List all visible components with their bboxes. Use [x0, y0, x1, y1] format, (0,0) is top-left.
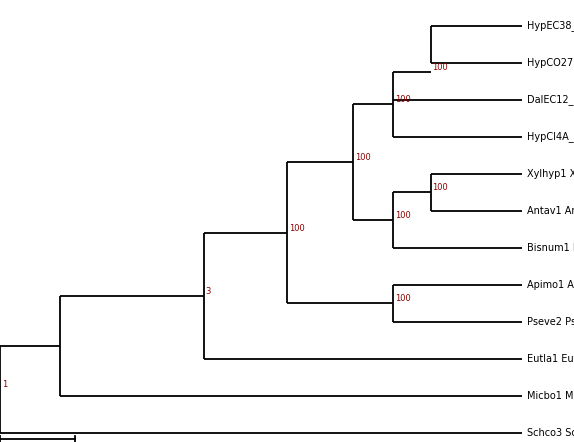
Text: 100: 100 — [432, 183, 448, 192]
Text: Pseve2 Pseudomassariella vexata CBS 129021 v1.0: Pseve2 Pseudomassariella vexata CBS 1290… — [527, 317, 574, 327]
Text: DalEC12_1 Daldinia eschscholzii EC12 v1.0: DalEC12_1 Daldinia eschscholzii EC12 v1.… — [527, 95, 574, 105]
Text: Bisnum1 Biscogniauxia nummularia v1.0: Bisnum1 Biscogniauxia nummularia v1.0 — [527, 243, 574, 253]
Text: 100: 100 — [395, 95, 410, 104]
Text: Eutla1 Eutypa lata UCREL1: Eutla1 Eutypa lata UCREL1 — [527, 354, 574, 364]
Text: HypCI4A_1 Hypoxylon sp. CI-4A v1.0: HypCI4A_1 Hypoxylon sp. CI-4A v1.0 — [527, 131, 574, 142]
Text: 100: 100 — [395, 211, 410, 220]
Text: 3: 3 — [205, 287, 211, 296]
Text: HypCO275_1 Hypoxylon sp. CO27-5 v1.0: HypCO275_1 Hypoxylon sp. CO27-5 v1.0 — [527, 57, 574, 69]
Text: 100: 100 — [395, 294, 410, 303]
Text: Xylhyp1 Xylaria hypoxylon OSC100004 v1.0: Xylhyp1 Xylaria hypoxylon OSC100004 v1.0 — [527, 169, 574, 179]
Text: 100: 100 — [355, 153, 370, 162]
Text: Apimo1 Apiospora montagnei NRRL 25634 v1.0: Apimo1 Apiospora montagnei NRRL 25634 v1… — [527, 280, 574, 290]
Text: Micbo1 Microdochium bolleyi J235TASD1 v1.0: Micbo1 Microdochium bolleyi J235TASD1 v1… — [527, 391, 574, 401]
Text: 1: 1 — [2, 380, 7, 389]
Text: 100: 100 — [289, 224, 304, 233]
Text: Antav1 Anthostoma avocetta NRRL 3190 v1.0: Antav1 Anthostoma avocetta NRRL 3190 v1.… — [527, 206, 574, 216]
Text: HypEC38_3 Hypoxylon sp. EC38 v3.0: HypEC38_3 Hypoxylon sp. EC38 v3.0 — [527, 20, 574, 31]
Text: 100: 100 — [432, 63, 448, 72]
Text: Schco3 Schizophyllum commune H4-8 v3.0: Schco3 Schizophyllum commune H4-8 v3.0 — [527, 428, 574, 438]
